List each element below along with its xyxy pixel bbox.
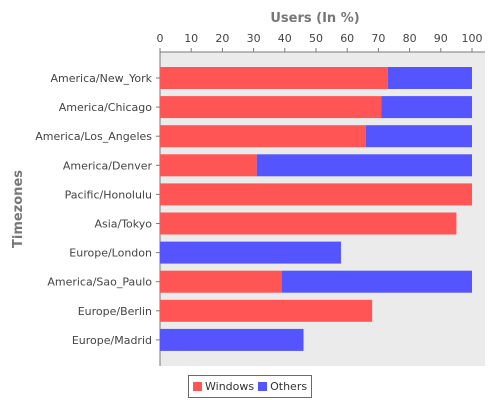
legend-item-windows: Windows — [193, 380, 254, 393]
bar-others-america-denver — [256, 154, 472, 177]
bar-others-europe-london — [160, 241, 341, 264]
x-tick-label: 50 — [309, 32, 323, 45]
y-tick-label: America/New_York — [51, 72, 153, 85]
bar-windows-america-sao-paulo — [160, 270, 282, 293]
x-tick-label: 20 — [215, 32, 229, 45]
legend-swatch-windows — [193, 382, 202, 391]
legend-item-others: Others — [258, 380, 307, 393]
bar-windows-europe-berlin — [160, 299, 373, 322]
x-tick-label: 90 — [434, 32, 448, 45]
x-tick-label: 10 — [184, 32, 198, 45]
x-axis-title: Users (In %) — [270, 11, 359, 26]
y-tick-label: America/Sao_Paulo — [47, 276, 152, 289]
y-axis: America/New_York America/Chicago America/L… — [35, 52, 161, 366]
bar-others-america-new-york — [387, 67, 472, 89]
bar-others-europe-madrid — [160, 328, 304, 351]
legend: Windows Others — [188, 375, 313, 398]
legend-label-others: Others — [270, 380, 308, 393]
bar-windows-america-los-angeles — [160, 125, 366, 148]
bar-windows-america-new-york — [160, 67, 388, 89]
bar-windows-america-denver — [160, 154, 257, 177]
x-tick-label: 70 — [371, 32, 385, 45]
y-tick-label: America/Denver — [63, 159, 153, 172]
bar-others-america-sao-paulo — [281, 270, 472, 293]
y-tick-label: America/Chicago — [59, 101, 153, 114]
x-tick-label: 0 — [157, 32, 164, 45]
bar-windows-asia-tokyo — [160, 212, 457, 235]
x-tick-label: 80 — [403, 32, 417, 45]
x-axis: 0 10 20 30 40 50 60 70 80 90 100 — [157, 32, 485, 53]
y-tick-label: Asia/Tokyo — [94, 218, 152, 231]
bar-windows-pacific-honolulu — [160, 183, 472, 206]
legend-label-windows: Windows — [205, 380, 255, 393]
x-tick-label: 40 — [278, 32, 292, 45]
bar-windows-america-chicago — [160, 96, 382, 119]
legend-swatch-others — [258, 382, 268, 391]
bar-others-america-chicago — [381, 96, 472, 119]
y-axis-title: Timezones — [11, 170, 26, 248]
bar-others-america-los-angeles — [365, 125, 472, 148]
x-tick-label: 30 — [247, 32, 261, 45]
x-tick-label: 60 — [340, 32, 354, 45]
y-tick-label: Pacific/Honolulu — [65, 188, 152, 201]
bars — [160, 67, 472, 351]
y-tick-label: Europe/London — [69, 247, 152, 260]
y-tick-label: Europe/Berlin — [78, 305, 152, 318]
x-tick-label: 100 — [462, 32, 483, 45]
y-tick-label: America/Los_Angeles — [35, 130, 152, 143]
y-tick-label: Europe/Madrid — [72, 334, 152, 347]
